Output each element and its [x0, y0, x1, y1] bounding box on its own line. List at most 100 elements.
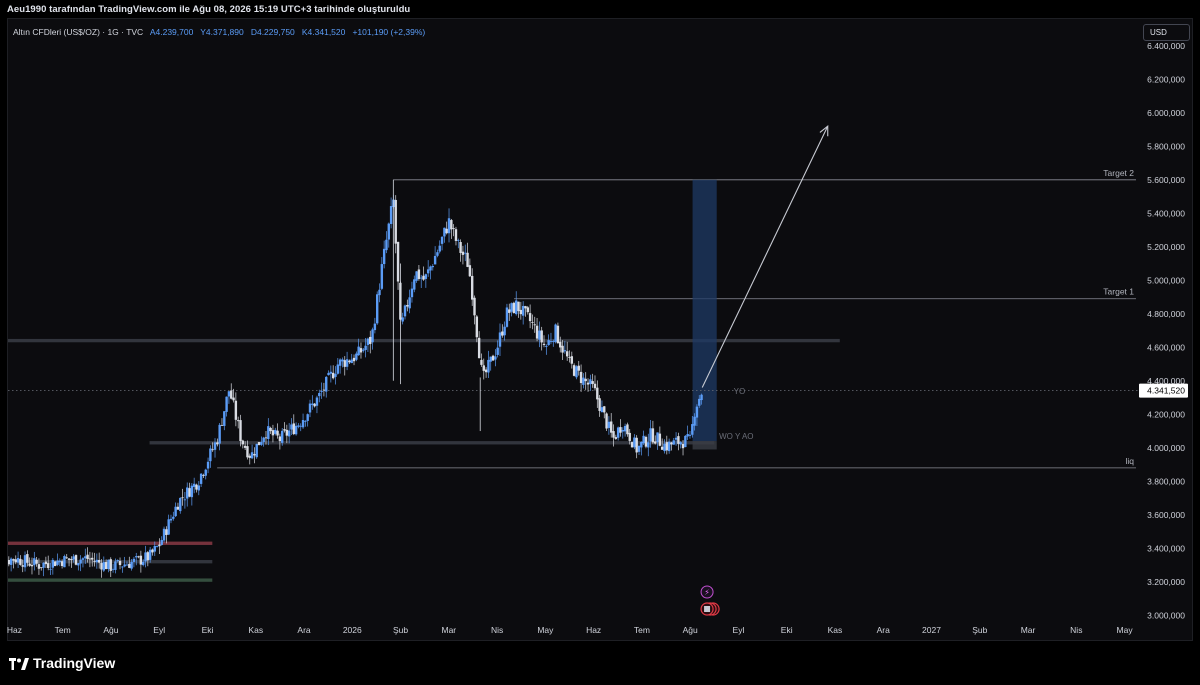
candle-body [371, 329, 374, 343]
candle-body [496, 347, 499, 355]
y-axis-tick-label: 4.800,000 [1147, 309, 1185, 319]
candle-body [114, 561, 117, 570]
tradingview-logo[interactable]: TradingView [9, 655, 115, 671]
candle-body [568, 357, 571, 358]
candle-body [123, 564, 126, 567]
candle-body [334, 373, 337, 377]
candle-body [438, 245, 441, 252]
candle-body [519, 309, 523, 315]
candle-body [146, 552, 150, 561]
candle-body [647, 442, 650, 448]
candle-body [484, 369, 488, 373]
candle-body [660, 446, 664, 450]
candle-body [183, 499, 187, 501]
candle-body [253, 453, 256, 456]
position-stop-zone[interactable] [692, 441, 717, 450]
candle-body [480, 359, 483, 365]
candle-body [482, 365, 485, 371]
ohlc-change: +101,190 (+2,39%) [352, 27, 426, 37]
chart-annotation: WO Y AO [719, 432, 753, 441]
candle-body [515, 300, 518, 315]
candle-body [260, 442, 263, 445]
candle-body [559, 341, 562, 348]
candle-body [579, 371, 583, 384]
candle-body [165, 529, 168, 535]
candle-body [565, 351, 569, 357]
chart-panel[interactable] [7, 18, 1193, 641]
candle-body [100, 563, 103, 570]
candle-body [137, 556, 140, 558]
candle-body [698, 398, 701, 406]
last-price-label: 4.341,520 [1147, 386, 1185, 396]
candle-body [677, 436, 680, 444]
x-axis-tick-label: 2026 [343, 625, 362, 635]
candle-body [667, 441, 671, 452]
x-axis-tick-label: Eyl [153, 625, 165, 635]
candle-body [315, 397, 319, 406]
position-profit-zone[interactable] [692, 179, 717, 442]
candle-body [285, 429, 289, 436]
candle-body [343, 360, 346, 367]
candle-body [526, 307, 529, 313]
candle-body [582, 377, 585, 385]
candle-body [190, 485, 194, 498]
candle-body [102, 562, 106, 571]
snapshot-header: Aeu1990 tarafından TradingView.com ile A… [7, 4, 411, 15]
candle-body [60, 561, 64, 566]
candle-body [633, 437, 636, 448]
y-axis-tick-label: 6.200,000 [1147, 74, 1185, 84]
candle-body [274, 429, 277, 434]
candle-body [107, 559, 110, 570]
candle-body [236, 420, 240, 422]
candle-body [688, 434, 692, 436]
x-axis-tick-label: Eki [202, 625, 214, 635]
candle-body [213, 442, 217, 450]
candle-body [9, 558, 13, 565]
candle-body [470, 275, 474, 300]
candle-body [42, 562, 45, 568]
candle-body [135, 556, 138, 558]
x-axis-tick-label: Mar [1021, 625, 1036, 635]
x-axis-tick-label: Eyl [733, 625, 745, 635]
candle-body [301, 420, 305, 428]
candle-body [26, 554, 29, 563]
candle-body [239, 420, 242, 442]
candle-body [151, 549, 154, 553]
candle-body [512, 302, 516, 314]
zone-band [8, 541, 213, 545]
candle-body [255, 443, 258, 458]
candle-body [663, 443, 666, 452]
candle-body [257, 442, 261, 446]
candle-body [79, 559, 82, 564]
x-axis-tick-label: Ara [297, 625, 311, 635]
candle-body [665, 442, 669, 451]
candle-body [362, 349, 365, 351]
candle-body [686, 434, 689, 437]
candle-body [605, 413, 608, 429]
candle-body [269, 427, 272, 432]
lightning-event-icon[interactable] [700, 585, 714, 599]
candle-body [552, 341, 555, 342]
x-axis-tick-label: May [537, 625, 554, 635]
candle-body [141, 561, 145, 566]
candle-body [56, 560, 59, 565]
candle-body [227, 391, 231, 397]
candle-body [139, 555, 143, 565]
candle-body [637, 445, 641, 452]
candle-body [230, 390, 233, 399]
candle-body [369, 336, 372, 344]
candle-body [294, 425, 298, 435]
ohlc-close: K4.341,520 [301, 27, 346, 37]
x-axis-tick-label: Mar [442, 625, 457, 635]
candle-body [466, 252, 469, 267]
y-axis-tick-label: 5.200,000 [1147, 242, 1185, 252]
projection-arrow[interactable] [701, 125, 829, 388]
y-axis-tick-label: 6.000,000 [1147, 108, 1185, 118]
candle-body [313, 403, 316, 407]
candle-body [169, 518, 173, 521]
candle-body [612, 431, 615, 438]
currency-button[interactable]: USD [1143, 24, 1190, 41]
candle-body [498, 332, 502, 347]
y-axis-tick-label: 3.400,000 [1147, 543, 1185, 553]
